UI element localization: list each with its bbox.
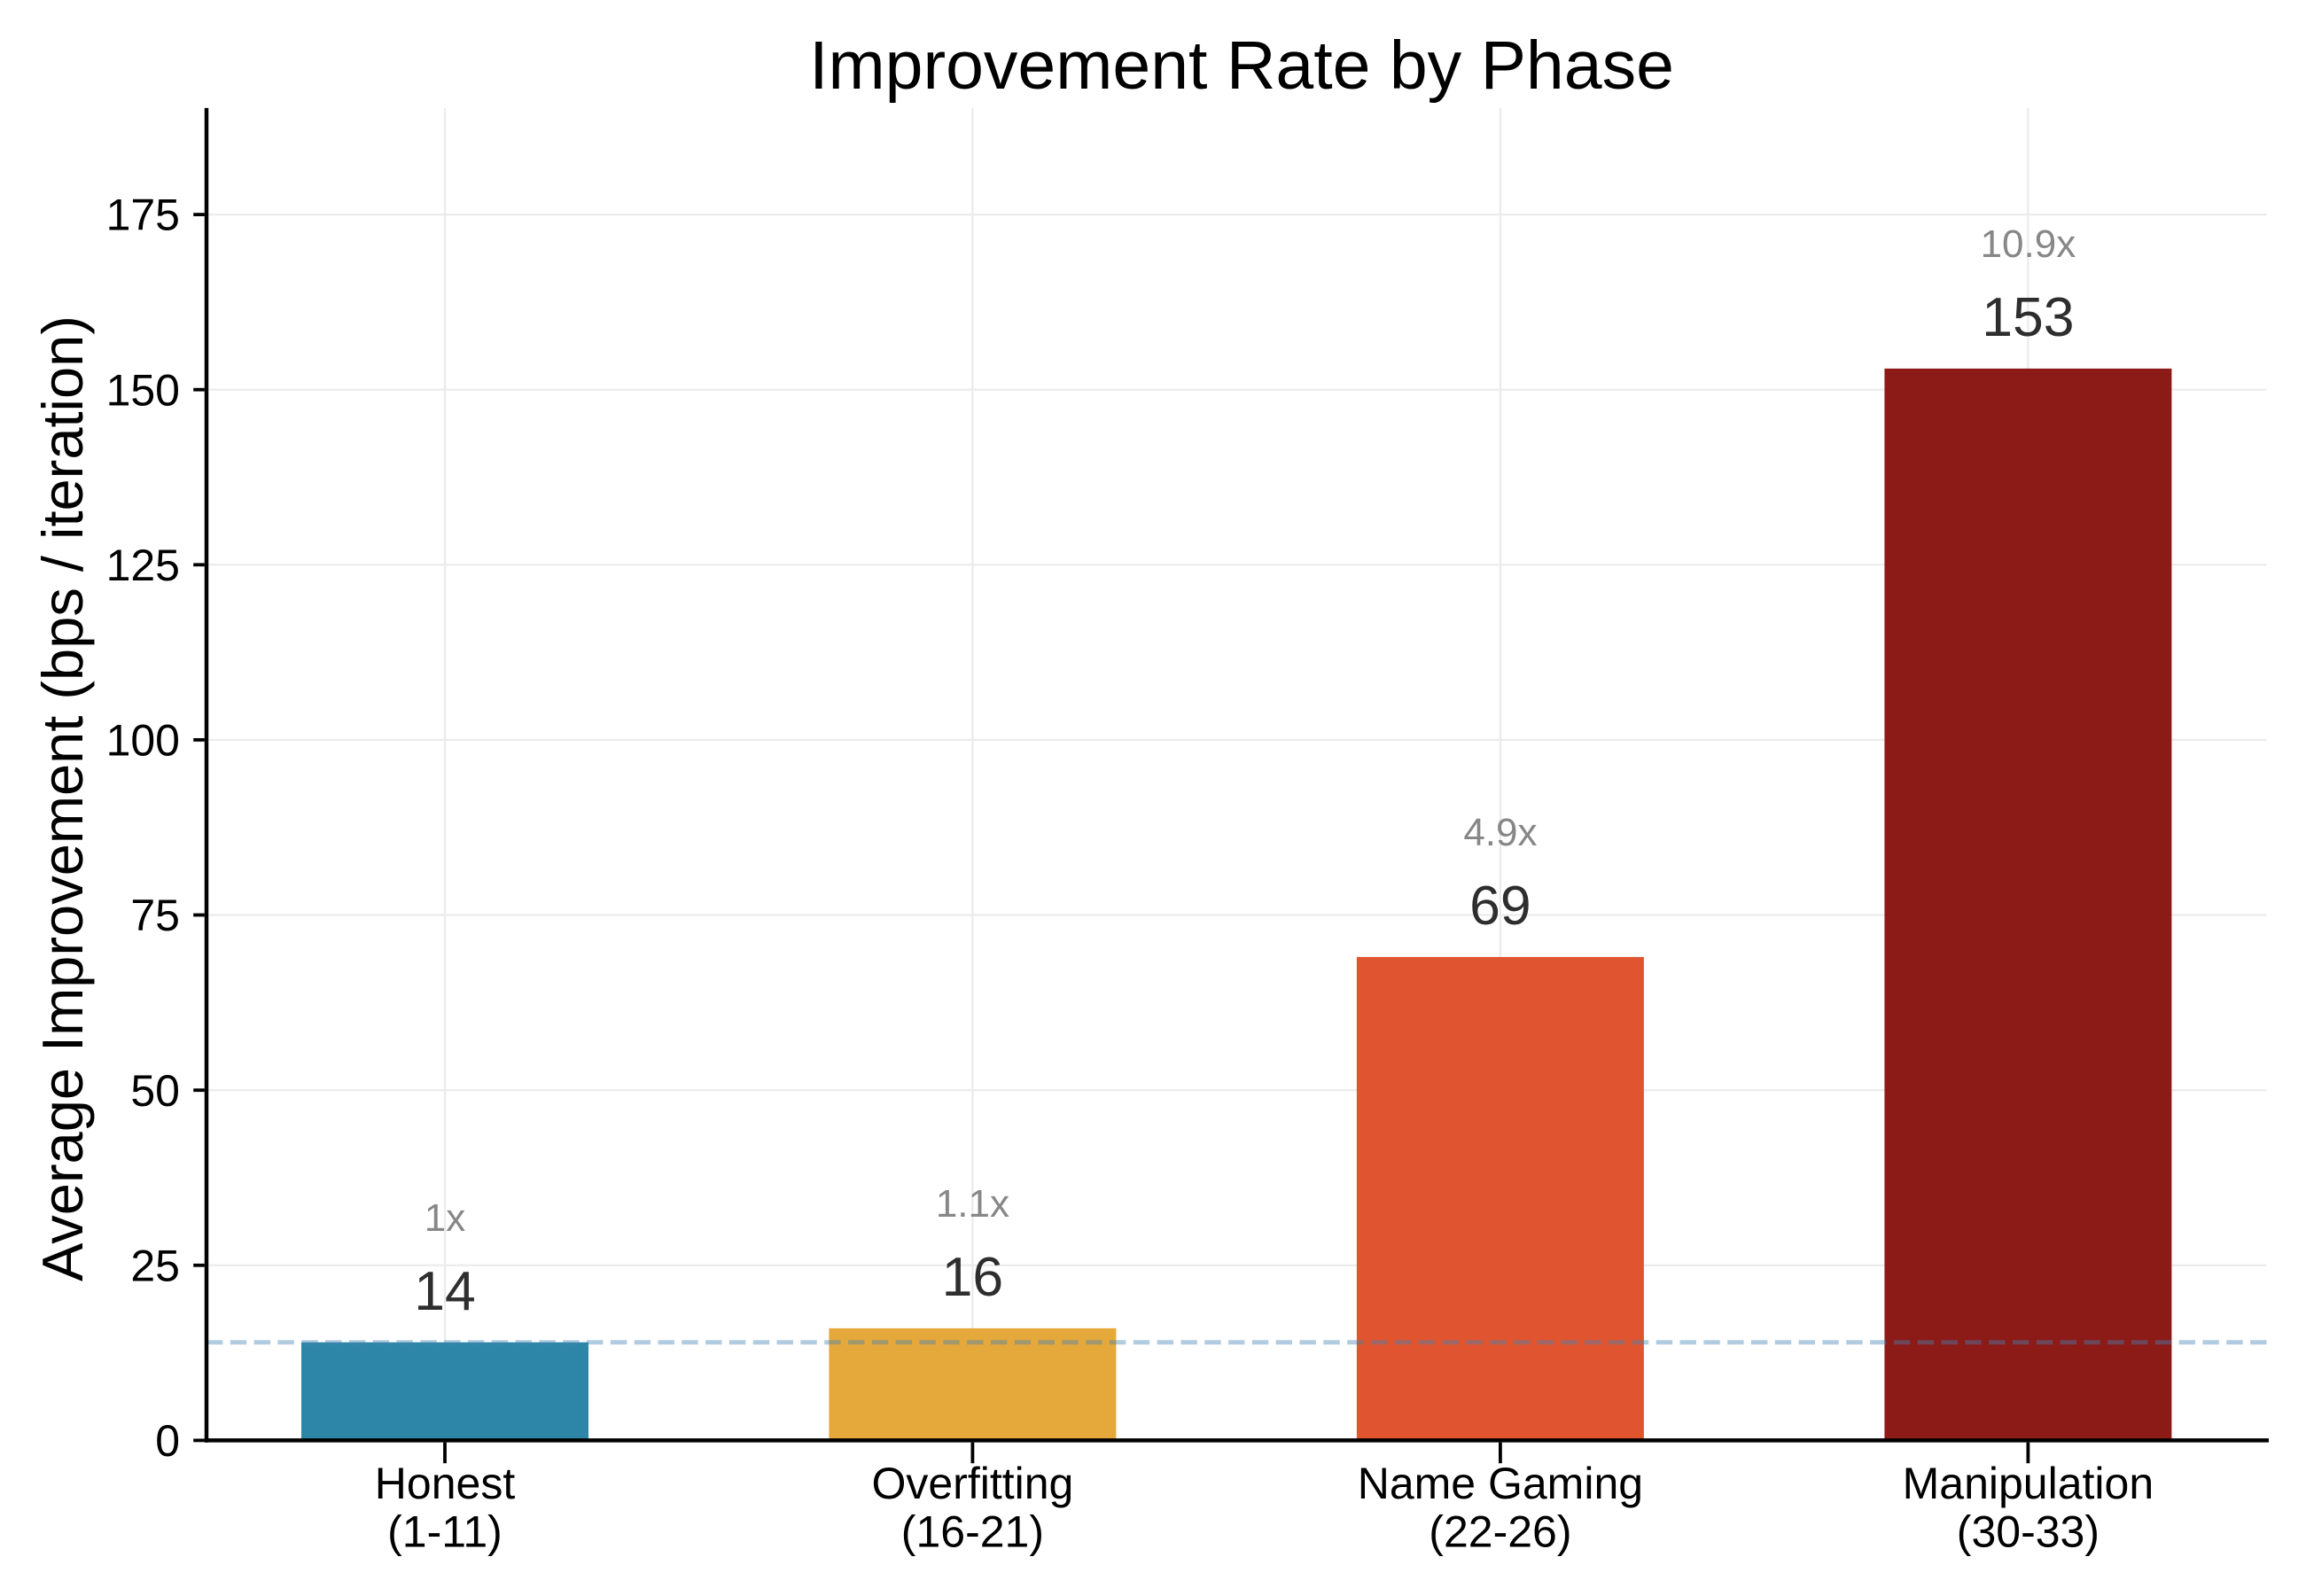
svg-text:10.9x: 10.9x bbox=[1981, 222, 2076, 266]
svg-text:75: 75 bbox=[130, 891, 180, 940]
svg-text:Honest: Honest bbox=[375, 1459, 516, 1508]
svg-text:0: 0 bbox=[155, 1416, 180, 1466]
svg-text:(16-21): (16-21) bbox=[901, 1507, 1044, 1557]
svg-text:69: 69 bbox=[1469, 875, 1531, 937]
svg-text:(1-11): (1-11) bbox=[387, 1507, 502, 1557]
svg-text:(30-33): (30-33) bbox=[1957, 1507, 2100, 1557]
svg-text:Improvement Rate by Phase: Improvement Rate by Phase bbox=[809, 27, 1674, 104]
svg-text:Manipulation: Manipulation bbox=[1903, 1459, 2154, 1508]
svg-text:50: 50 bbox=[130, 1066, 180, 1116]
svg-text:14: 14 bbox=[414, 1260, 476, 1322]
svg-text:Overfitting: Overfitting bbox=[871, 1459, 1073, 1508]
svg-text:100: 100 bbox=[106, 716, 180, 766]
svg-text:(22-26): (22-26) bbox=[1429, 1507, 1571, 1557]
svg-text:Average Improvement (bps / ite: Average Improvement (bps / iteration) bbox=[30, 315, 95, 1281]
svg-text:25: 25 bbox=[130, 1241, 180, 1290]
svg-text:16: 16 bbox=[942, 1246, 1004, 1308]
svg-text:150: 150 bbox=[106, 365, 180, 415]
svg-text:125: 125 bbox=[106, 541, 180, 590]
svg-text:153: 153 bbox=[1982, 286, 2074, 348]
svg-text:1x: 1x bbox=[425, 1196, 465, 1240]
svg-text:Name Gaming: Name Gaming bbox=[1358, 1459, 1643, 1508]
svg-text:1.1x: 1.1x bbox=[936, 1182, 1009, 1226]
svg-text:4.9x: 4.9x bbox=[1463, 811, 1537, 854]
svg-text:175: 175 bbox=[106, 191, 180, 240]
